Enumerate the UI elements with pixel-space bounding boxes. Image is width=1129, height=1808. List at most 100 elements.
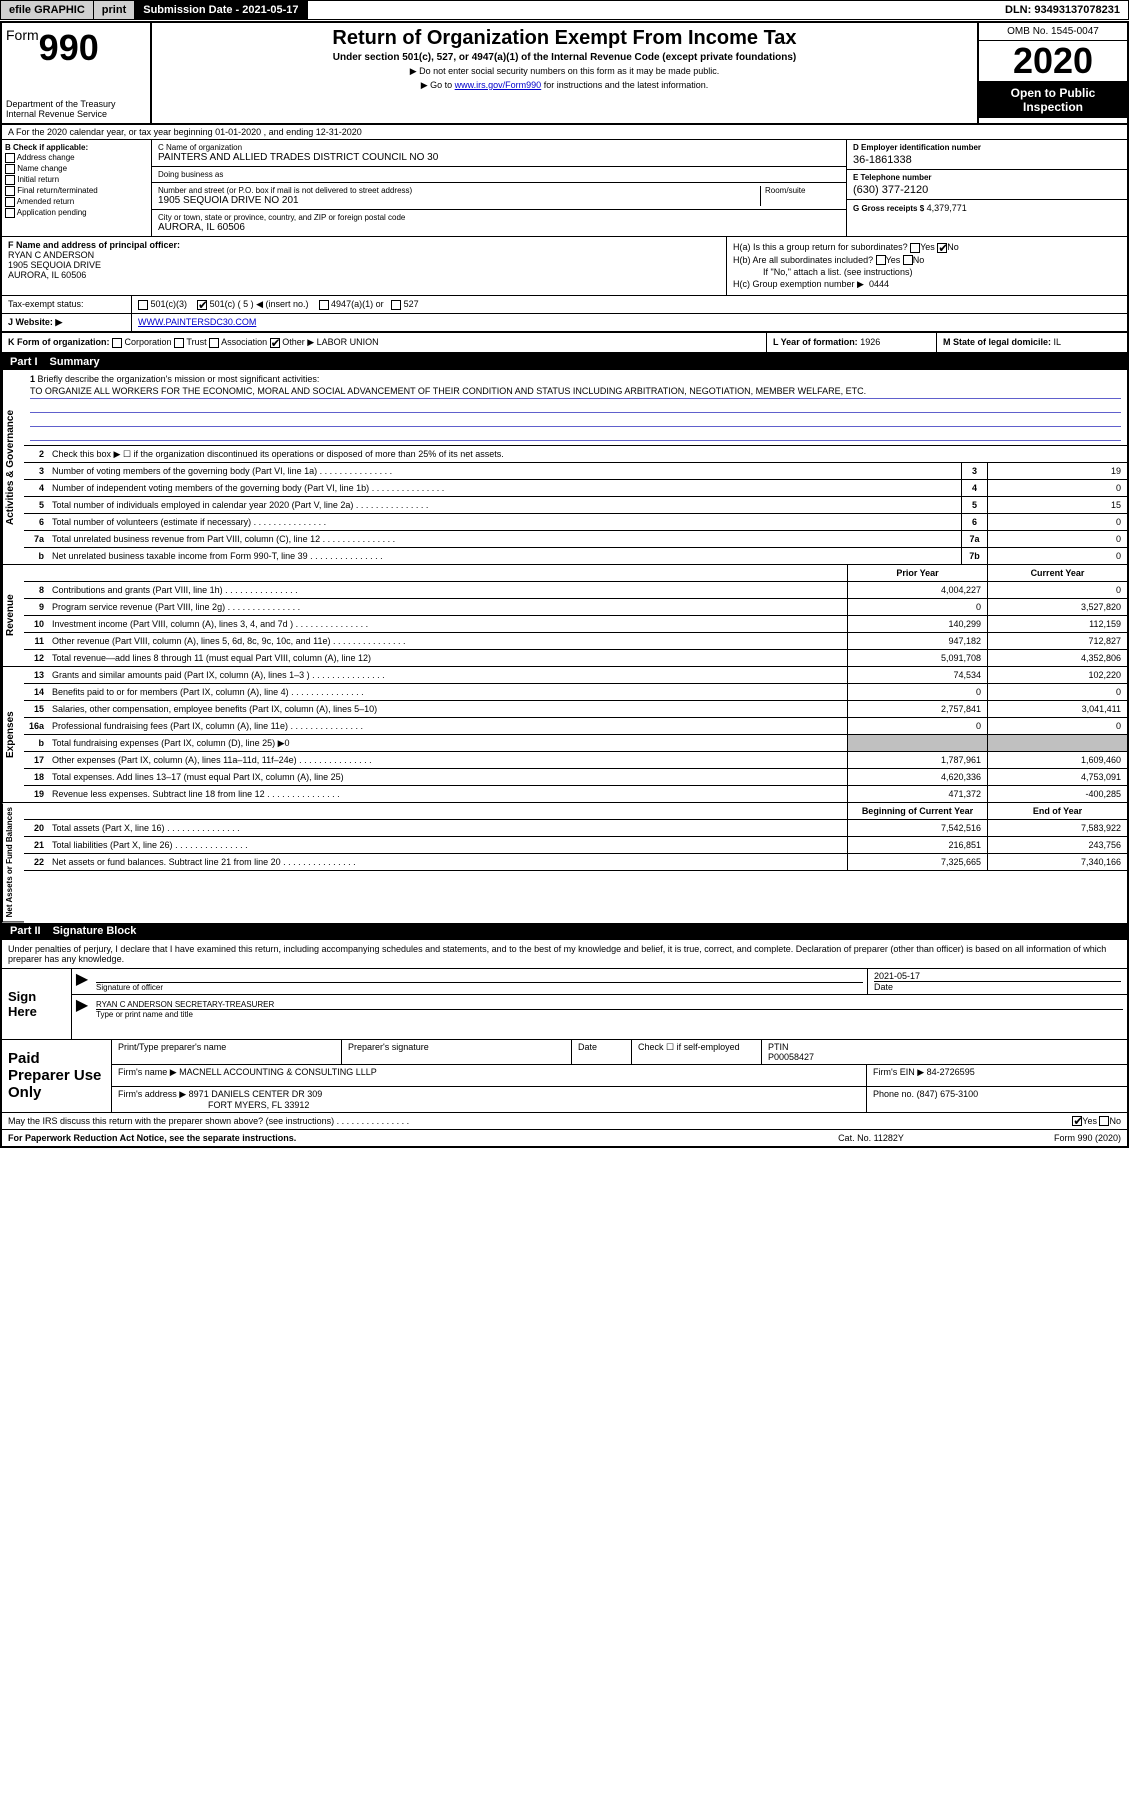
f-addr1: 1905 SEQUOIA DRIVE [8,260,720,270]
discuss-yes[interactable] [1072,1116,1082,1126]
row-klm: K Form of organization: Corporation Trus… [2,333,1127,354]
goto-pre: ▶ Go to [421,80,455,90]
chk-initial-return[interactable] [5,175,15,185]
j-label: J Website: ▶ [2,314,132,331]
firm-phone-value: (847) 675-3100 [917,1089,979,1099]
k-corp[interactable] [112,338,122,348]
l10-prior: 140,299 [847,616,987,632]
chk-name-change[interactable] [5,164,15,174]
hb-yes[interactable] [876,255,886,265]
k-assoc[interactable] [209,338,219,348]
part2-title: Signature Block [53,925,137,937]
firm-phone-label: Phone no. [873,1089,914,1099]
i-527[interactable] [391,300,401,310]
line5-val: 15 [987,497,1127,513]
addr-value: 1905 SEQUOIA DRIVE NO 201 [158,195,760,206]
ein-label: D Employer identification number [853,143,1121,152]
l22-text: Net assets or fund balances. Subtract li… [48,855,847,869]
line6-val: 0 [987,514,1127,530]
goto-note: ▶ Go to www.irs.gov/Form990 for instruct… [162,80,967,91]
l15-prior: 2,757,841 [847,701,987,717]
form-title: Return of Organization Exempt From Incom… [162,27,967,50]
l8-prior: 4,004,227 [847,582,987,598]
ein-value: 36-1861338 [853,154,1121,166]
opt-final-return: Final return/terminated [17,186,97,195]
sig-arrow1-icon: ▶ [72,969,92,994]
prep-sig-hdr: Preparer's signature [342,1040,572,1064]
sig-date-value: 2021-05-17 [874,971,1121,981]
chk-app-pending[interactable] [5,208,15,218]
revenue-section: Revenue Prior YearCurrent Year 8Contribu… [2,565,1127,667]
l9-curr: 3,527,820 [987,599,1127,615]
firm-addr-label: Firm's address ▶ [118,1089,186,1099]
mission-text: TO ORGANIZE ALL WORKERS FOR THE ECONOMIC… [30,384,1121,399]
hb-note: If "No," attach a list. (see instruction… [733,267,1121,277]
line4-text: Number of independent voting members of … [48,481,961,495]
l15-curr: 3,041,411 [987,701,1127,717]
mission-num: 1 [30,374,35,384]
col-b-label: B Check if applicable: [5,143,148,152]
k-trust[interactable] [174,338,184,348]
ptin-label: PTIN [768,1042,1121,1052]
i-o2: 501(c) ( 5 ) ◀ (insert no.) [210,299,309,309]
line7b-text: Net unrelated business taxable income fr… [48,549,961,563]
pra-notice: For Paperwork Reduction Act Notice, see … [8,1133,771,1143]
room-label: Room/suite [765,186,840,195]
l22-begin: 7,325,665 [847,854,987,870]
website-link[interactable]: WWW.PAINTERSDC30.COM [138,317,256,327]
col-de: D Employer identification number 36-1861… [847,140,1127,236]
hb-label: H(b) Are all subordinates included? [733,255,873,265]
ha-yes[interactable] [910,243,920,253]
mission-blank3 [30,427,1121,441]
irs-label: Internal Revenue Service [6,109,146,119]
l12-prior: 5,091,708 [847,650,987,666]
prep-name-hdr: Print/Type preparer's name [112,1040,342,1064]
footer-last: For Paperwork Reduction Act Notice, see … [2,1130,1127,1146]
k-other[interactable] [270,338,280,348]
hc-label: H(c) Group exemption number ▶ [733,279,864,289]
i-4947[interactable] [319,300,329,310]
discuss-text: May the IRS discuss this return with the… [8,1116,1072,1127]
l18-prior: 4,620,336 [847,769,987,785]
l-label: L Year of formation: [773,337,858,347]
firm-name-label: Firm's name ▶ [118,1067,177,1077]
hdr-begin: Beginning of Current Year [847,803,987,819]
ssn-note: ▶ Do not enter social security numbers o… [162,66,967,77]
hdr-prior: Prior Year [847,565,987,581]
hb-no[interactable] [903,255,913,265]
k-o2: Trust [186,337,206,347]
chk-amended[interactable] [5,197,15,207]
l20-begin: 7,542,516 [847,820,987,836]
l-val: 1926 [860,337,880,347]
m-val: IL [1054,337,1062,347]
row-j: J Website: ▶ WWW.PAINTERSDC30.COM [2,314,1127,333]
l17-prior: 1,787,961 [847,752,987,768]
paid-preparer-block: Paid Preparer Use Only Print/Type prepar… [2,1040,1127,1113]
goto-post: for instructions and the latest informat… [541,80,708,90]
irs-link[interactable]: www.irs.gov/Form990 [455,80,542,90]
line5-text: Total number of individuals employed in … [48,498,961,512]
chk-address-change[interactable] [5,153,15,163]
print-button[interactable]: print [94,1,135,19]
row-fgh: F Name and address of principal officer:… [2,237,1127,296]
row-a-period: A For the 2020 calendar year, or tax yea… [2,125,1127,140]
sign-here-label: Sign Here [2,969,72,1039]
chk-final-return[interactable] [5,186,15,196]
l9-text: Program service revenue (Part VIII, line… [48,600,847,614]
sig-name-label: Type or print name and title [96,1009,1123,1019]
i-501c[interactable] [197,300,207,310]
l21-text: Total liabilities (Part X, line 26) [48,838,847,852]
expenses-section: Expenses 13Grants and similar amounts pa… [2,667,1127,803]
efile-button[interactable]: efile GRAPHIC [1,1,94,19]
firm-ein-value: 84-2726595 [927,1067,975,1077]
i-501c3[interactable] [138,300,148,310]
header-right: OMB No. 1545-0047 2020 Open to Public In… [977,23,1127,123]
line7a-text: Total unrelated business revenue from Pa… [48,532,961,546]
ha-no[interactable] [937,243,947,253]
cat-no: Cat. No. 11282Y [771,1133,971,1143]
sig-arrow2-icon: ▶ [72,995,92,1021]
opt-amended: Amended return [17,197,74,206]
mission-blank1 [30,399,1121,413]
discuss-no[interactable] [1099,1116,1109,1126]
l11-text: Other revenue (Part VIII, column (A), li… [48,634,847,648]
